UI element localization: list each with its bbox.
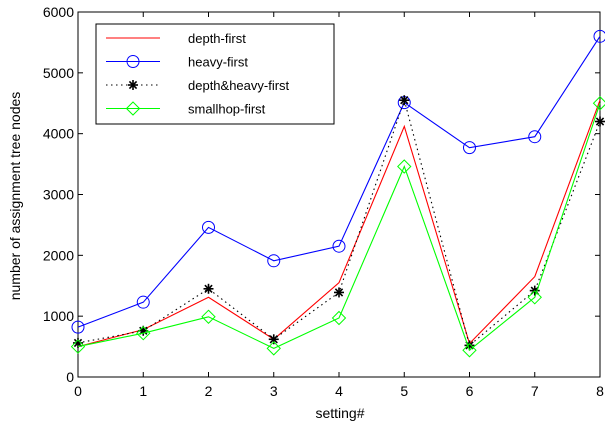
series-line <box>77 103 601 352</box>
data-point <box>201 309 216 324</box>
data-point <box>202 220 215 234</box>
x-tick-label: 1 <box>139 383 147 399</box>
y-tick-label: 2000 <box>43 247 74 263</box>
data-point <box>266 341 281 356</box>
legend-label: depth&heavy-first <box>188 78 290 93</box>
y-axis-title: number of assignment tree nodes <box>7 92 23 301</box>
x-tick-label: 6 <box>466 383 474 399</box>
x-tick-label: 4 <box>335 383 343 399</box>
legend-marker <box>126 55 140 68</box>
data-point <box>527 290 542 305</box>
legend: depth-first heavy-first depth&heavy-first s… <box>95 23 335 125</box>
x-axis-title: setting# <box>315 405 364 421</box>
x-tick-label: 7 <box>531 383 539 399</box>
series-lines <box>70 29 605 358</box>
legend-entry: smallhop-first <box>106 101 266 117</box>
y-tick-label: 3000 <box>43 187 74 203</box>
legend-label: depth-first <box>188 31 246 46</box>
data-point <box>136 325 151 341</box>
x-tick-label: 0 <box>74 383 82 399</box>
data-point <box>136 295 150 309</box>
data-point <box>462 343 477 358</box>
x-tick-label: 2 <box>205 383 213 399</box>
data-point <box>528 130 542 144</box>
data-point <box>595 116 605 127</box>
data-point <box>397 159 412 174</box>
legend-marker <box>125 101 141 116</box>
x-tick-label: 3 <box>270 383 278 399</box>
data-point <box>332 239 346 253</box>
legend-marker <box>128 80 138 90</box>
data-point <box>267 254 281 268</box>
data-point <box>593 29 605 43</box>
series-1 <box>77 100 601 348</box>
y-tick-label: 4000 <box>43 126 74 142</box>
y-tick-label: 5000 <box>43 65 74 81</box>
y-tick-label: 1000 <box>43 308 74 324</box>
data-point <box>70 339 86 354</box>
x-tick-label: 8 <box>596 383 604 399</box>
legend-entry: depth&heavy-first <box>106 78 290 93</box>
data-point <box>138 325 149 336</box>
data-point <box>71 320 85 334</box>
series-line <box>77 98 601 347</box>
data-point <box>399 95 410 106</box>
legend-label: heavy-first <box>188 55 248 70</box>
axes: 0 1 2 3 4 5 6 7 8 0 1000 2000 3000 4000 5000 6000 <box>43 4 604 399</box>
legend-box <box>95 23 335 125</box>
data-point <box>331 310 347 326</box>
data-point <box>268 334 279 345</box>
data-point <box>463 141 476 155</box>
series-line <box>77 100 601 348</box>
legend-entry: heavy-first <box>106 55 248 70</box>
legend-entry: depth-first <box>106 31 246 46</box>
x-tick-label: 5 <box>400 383 408 399</box>
data-point <box>203 283 214 294</box>
series-4 <box>70 96 605 358</box>
data-point <box>592 96 605 111</box>
y-tick-label: 6000 <box>43 4 74 20</box>
data-point <box>334 287 344 298</box>
series-line <box>77 36 601 328</box>
y-tick-label: 0 <box>66 369 74 385</box>
legend-label: smallhop-first <box>188 102 266 117</box>
